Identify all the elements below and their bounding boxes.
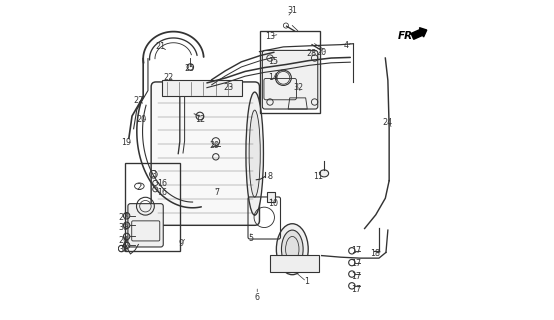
Text: 31: 31 bbox=[288, 6, 297, 15]
Text: 30: 30 bbox=[119, 245, 129, 254]
Text: 11: 11 bbox=[313, 172, 323, 181]
FancyBboxPatch shape bbox=[263, 50, 318, 109]
Text: 6: 6 bbox=[255, 293, 260, 302]
Text: 17: 17 bbox=[351, 284, 361, 293]
Text: 5: 5 bbox=[248, 234, 253, 243]
Ellipse shape bbox=[276, 224, 308, 275]
FancyArrow shape bbox=[411, 28, 427, 39]
FancyBboxPatch shape bbox=[128, 204, 163, 247]
Text: 26: 26 bbox=[119, 236, 129, 245]
Text: 15: 15 bbox=[268, 57, 278, 66]
Text: 3: 3 bbox=[152, 170, 157, 179]
Text: 4: 4 bbox=[344, 41, 349, 51]
Text: 18: 18 bbox=[370, 250, 380, 259]
Text: 22: 22 bbox=[163, 73, 173, 82]
Text: 17: 17 bbox=[351, 272, 361, 281]
Text: 20: 20 bbox=[316, 48, 326, 57]
Text: 20: 20 bbox=[136, 115, 147, 124]
Text: 32: 32 bbox=[294, 83, 304, 92]
Text: 8: 8 bbox=[268, 172, 273, 181]
Text: 22: 22 bbox=[134, 96, 143, 105]
Text: 10: 10 bbox=[268, 198, 278, 207]
Text: 16: 16 bbox=[157, 180, 167, 188]
Text: 12: 12 bbox=[195, 115, 205, 124]
Bar bbox=[270, 255, 319, 272]
Ellipse shape bbox=[281, 230, 303, 268]
Bar bbox=[162, 80, 242, 96]
Text: 2: 2 bbox=[137, 183, 142, 192]
Ellipse shape bbox=[246, 92, 264, 215]
Ellipse shape bbox=[249, 110, 260, 197]
Text: 1: 1 bbox=[304, 277, 309, 286]
Bar bbox=[260, 31, 320, 113]
Text: 23: 23 bbox=[223, 83, 234, 92]
Text: 27: 27 bbox=[119, 213, 129, 222]
Text: 17: 17 bbox=[351, 259, 361, 268]
Text: 9: 9 bbox=[179, 239, 184, 248]
Text: 21: 21 bbox=[156, 42, 166, 52]
Text: 16: 16 bbox=[157, 188, 167, 197]
Bar bbox=[267, 193, 275, 202]
Text: 24: 24 bbox=[383, 118, 393, 127]
Text: 28: 28 bbox=[306, 49, 316, 58]
Ellipse shape bbox=[320, 170, 329, 177]
FancyBboxPatch shape bbox=[151, 82, 259, 225]
Text: 19: 19 bbox=[121, 138, 132, 147]
Text: 17: 17 bbox=[351, 246, 361, 255]
Text: 7: 7 bbox=[214, 188, 219, 197]
Text: 29: 29 bbox=[210, 141, 220, 150]
Text: FR.: FR. bbox=[397, 31, 417, 41]
Bar bbox=[125, 163, 181, 251]
Text: 25: 25 bbox=[184, 64, 194, 73]
Text: 13: 13 bbox=[265, 32, 275, 41]
Text: 14: 14 bbox=[268, 73, 278, 82]
Text: 30: 30 bbox=[119, 223, 129, 232]
